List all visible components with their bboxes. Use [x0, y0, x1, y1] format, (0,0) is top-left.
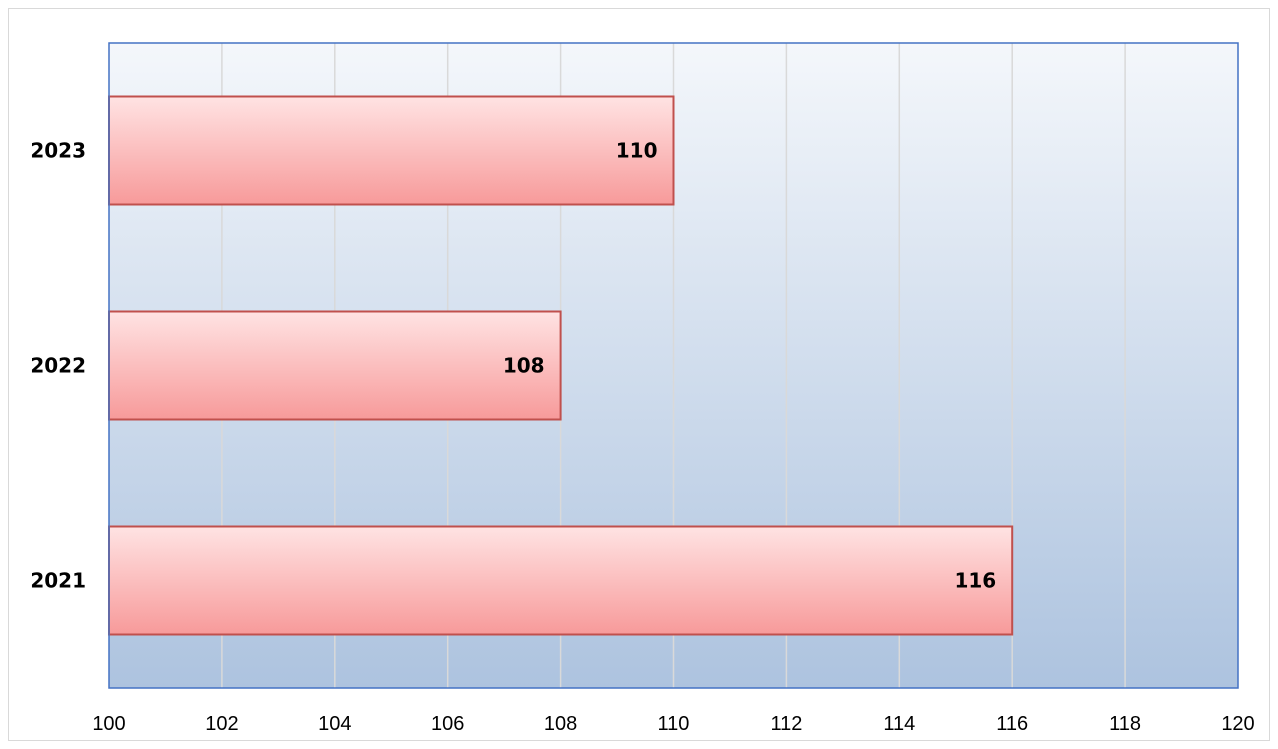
x-tick-labels: 100 102 104 106 108 110 112 114 116 118 120 — [92, 713, 1254, 735]
x-tick-label: 106 — [431, 713, 464, 735]
bar-2023 — [108, 95, 675, 206]
bars — [108, 95, 1014, 636]
x-tick-label: 118 — [1109, 713, 1141, 735]
x-tick-label: 104 — [318, 713, 351, 735]
plot-border — [108, 42, 1239, 689]
data-label-2023: 110 — [616, 139, 658, 163]
data-label-2022: 108 — [503, 354, 545, 378]
category-labels: 2021 2022 2023 — [30, 139, 86, 593]
x-tick-label: 102 — [205, 713, 238, 735]
category-label-2023: 2023 — [30, 139, 86, 163]
data-label-2021: 116 — [954, 569, 996, 593]
data-labels: 116 108 110 — [503, 139, 996, 593]
bar-2022 — [108, 310, 562, 421]
x-tick-label: 100 — [92, 713, 125, 735]
x-tick-label: 120 — [1221, 713, 1254, 735]
category-label-2022: 2022 — [30, 354, 86, 378]
x-tick-label: 110 — [658, 713, 690, 735]
bar-2021 — [108, 525, 1014, 636]
x-tick-label: 112 — [770, 713, 802, 735]
x-tick-label: 116 — [996, 713, 1028, 735]
category-label-2021: 2021 — [30, 569, 86, 593]
x-tick-label: 114 — [883, 713, 915, 735]
x-tick-label: 108 — [544, 713, 577, 735]
